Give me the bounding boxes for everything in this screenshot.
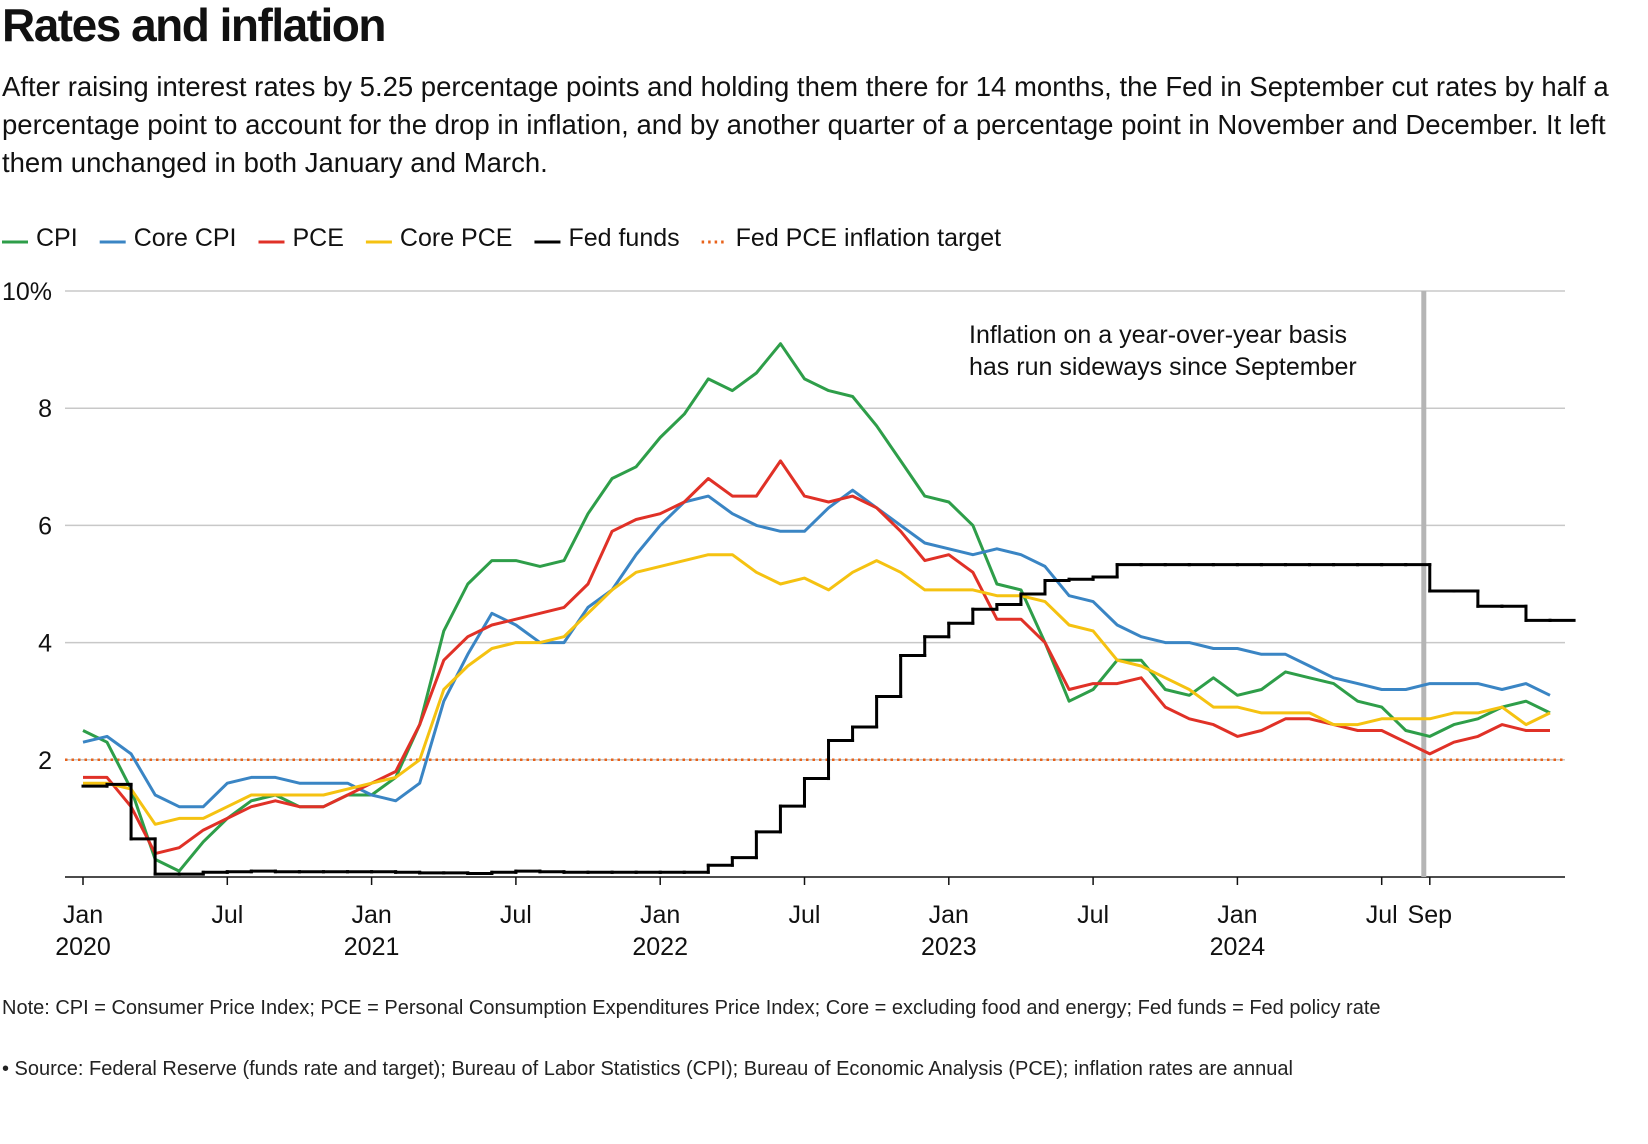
x-tick-label: Jan: [63, 901, 103, 929]
chart-title: Rates and inflation: [2, 0, 386, 51]
x-tick-sublabel: 2024: [1210, 933, 1266, 961]
note: Note: CPI = Consumer Price Index; PCE = …: [2, 997, 1381, 1019]
x-tick-label: Sep: [1408, 901, 1452, 929]
legend-label: Fed funds: [568, 224, 679, 252]
y-tick-label: 2: [38, 747, 52, 775]
x-tick-label: Jan: [1217, 901, 1257, 929]
x-tick-label: Jan: [351, 901, 391, 929]
legend-label: Core CPI: [134, 224, 237, 252]
x-tick-sublabel: 2022: [632, 933, 688, 961]
series-line: [83, 459, 1550, 856]
y-tick-label: 6: [38, 512, 52, 540]
x-tick-sublabel: 2021: [344, 933, 400, 961]
legend-label: CPI: [36, 224, 78, 252]
source: • Source: Federal Reserve (funds rate an…: [2, 1058, 1293, 1080]
x-tick-label: Jul: [1366, 901, 1398, 929]
series-line: [83, 553, 1551, 826]
x-tick-sublabel: 2023: [921, 933, 977, 961]
x-tick-label: Jul: [211, 901, 243, 929]
annotation: has run sideways since September: [969, 353, 1357, 381]
x-tick-label: Jul: [789, 901, 821, 929]
annotation: Inflation on a year-over-year basis: [969, 321, 1347, 349]
x-tick-label: Jul: [500, 901, 532, 929]
chart-subtitle: After raising interest rates by 5.25 per…: [2, 71, 1609, 178]
chart: 2 4 6 8 10% Jan 2020 Jul Jan 2021 Jul Jan 2022 Jul Jan…: [2, 224, 1576, 961]
legend-label: Core PCE: [400, 224, 513, 252]
series-line: [82, 488, 1551, 809]
y-tick-label: 8: [38, 395, 52, 423]
x-tick-label: Jan: [640, 901, 680, 929]
x-tick-sublabel: 2020: [55, 933, 111, 961]
legend-label: PCE: [293, 224, 344, 252]
x-tick-label: Jul: [1077, 901, 1109, 929]
legend-label: Fed PCE inflation target: [736, 224, 1001, 252]
y-tick-label: 4: [38, 630, 52, 658]
x-tick-label: Jan: [929, 901, 969, 929]
series-line: [82, 342, 1551, 873]
y-tick-label: 10%: [2, 278, 52, 306]
